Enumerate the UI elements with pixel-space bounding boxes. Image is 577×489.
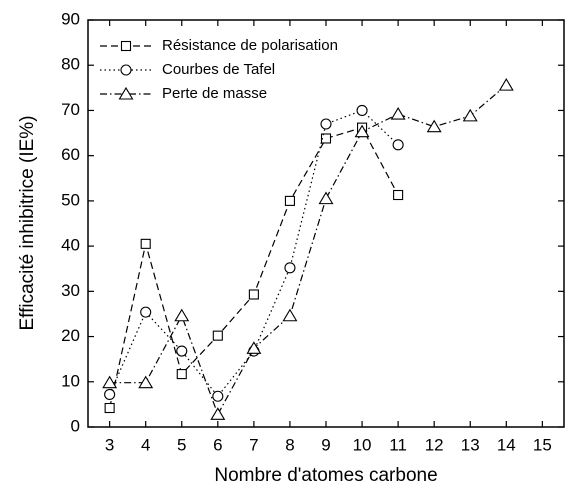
x-tick-label: 15 [533, 435, 552, 454]
x-tick-label: 14 [497, 435, 516, 454]
marker [102, 375, 118, 389]
series-line [109, 109, 399, 398]
marker [176, 345, 188, 357]
marker [462, 108, 478, 122]
legend-label: Résistance de polarisation [162, 37, 338, 54]
marker [104, 388, 116, 400]
marker [284, 262, 296, 274]
marker [282, 308, 298, 322]
marker [393, 189, 404, 201]
x-tick-label: 11 [389, 435, 407, 454]
y-tick-label: 70 [61, 100, 80, 119]
x-tick-label: 6 [213, 435, 222, 454]
legend-marker [120, 64, 132, 76]
marker [320, 133, 332, 144]
series-line [109, 84, 507, 416]
y-tick-label: 50 [61, 190, 80, 209]
y-tick-label: 60 [61, 145, 80, 164]
marker [498, 78, 514, 91]
marker [174, 308, 190, 322]
y-tick-label: 0 [71, 416, 80, 435]
marker [318, 191, 334, 205]
marker [320, 118, 332, 130]
x-tick-label: 13 [461, 435, 480, 454]
marker [140, 306, 152, 318]
marker [104, 402, 115, 414]
marker [284, 195, 295, 206]
marker [140, 238, 151, 249]
marker [212, 390, 224, 402]
y-tick-label: 90 [61, 9, 80, 28]
marker [176, 369, 187, 380]
marker [356, 104, 368, 116]
legend-label: Perte de masse [162, 85, 267, 102]
x-tick-label: 4 [141, 435, 150, 454]
x-tick-label: 12 [425, 435, 444, 454]
x-tick-label: 3 [105, 435, 114, 454]
plot-frame [87, 19, 565, 428]
marker [138, 375, 154, 389]
y-tick-label: 40 [61, 236, 80, 255]
marker [392, 139, 404, 151]
y-tick-label: 80 [61, 55, 80, 74]
y-tick-label: 10 [61, 371, 80, 390]
y-tick-label: 20 [61, 326, 80, 345]
marker [246, 341, 262, 354]
marker [210, 407, 226, 420]
y-axis-label: Efficacité inhibitrice (IE%) [17, 115, 38, 330]
marker [390, 106, 406, 120]
marker [248, 289, 259, 300]
x-tick-label: 10 [353, 435, 372, 454]
x-axis-label: Nombre d'atomes carbone [214, 465, 437, 486]
x-tick-label: 8 [285, 435, 294, 454]
x-tick-label: 9 [321, 435, 330, 454]
legend-label: Courbes de Tafel [162, 61, 275, 78]
legend-marker [118, 86, 134, 100]
x-tick-label: 5 [177, 435, 186, 454]
legend-marker [120, 40, 132, 52]
marker [426, 119, 442, 133]
marker [212, 330, 223, 341]
x-tick-label: 7 [249, 435, 258, 454]
y-tick-label: 30 [61, 281, 80, 300]
series-line [109, 126, 399, 409]
marker [354, 124, 370, 138]
